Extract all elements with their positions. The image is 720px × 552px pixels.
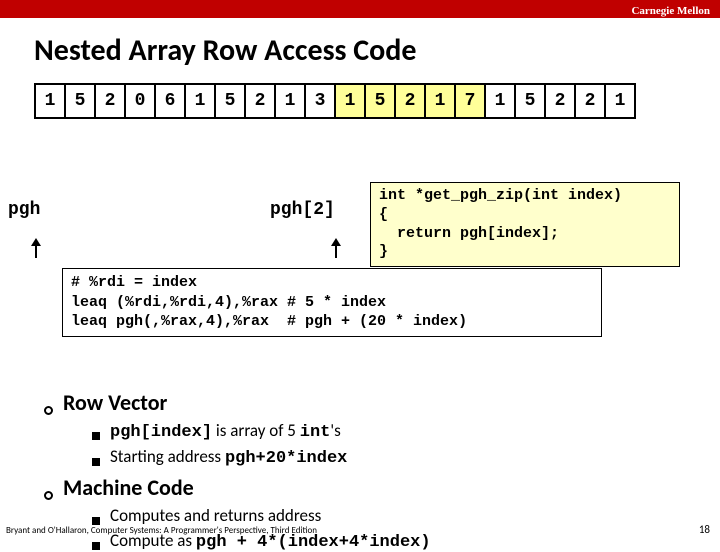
bullet-level2: Computes and returns address	[92, 505, 720, 526]
bullet-square-icon	[92, 542, 100, 550]
array-cell: 2	[546, 85, 576, 117]
bullet-l2-text: Starting address pgh+20*index	[110, 446, 347, 468]
bullet-l2-text: Computes and returns address	[110, 505, 321, 526]
slide-title: Nested Array Row Access Code	[34, 32, 720, 69]
asm-code-box: # %rdi = index leaq (%rdi,%rdi,4),%rax #…	[62, 268, 602, 337]
header-bar: Carnegie Mellon	[0, 0, 720, 18]
array-cell: 2	[96, 85, 126, 117]
bullet-l1-text: Row Vector	[63, 389, 167, 416]
array-cell: 0	[126, 85, 156, 117]
array-cell: 2	[576, 85, 606, 117]
array-cell: 5	[516, 85, 546, 117]
array-cell: 7	[456, 85, 486, 117]
array-cell: 1	[276, 85, 306, 117]
c-code-box: int *get_pgh_zip(int index) { return pgh…	[370, 182, 680, 267]
bullet-circle-icon	[44, 406, 53, 415]
array-cell: 2	[396, 85, 426, 117]
bullet-level2: pgh[index] is array of 5 int's	[92, 420, 720, 442]
array-cell: 1	[36, 85, 66, 117]
array-cell: 1	[336, 85, 366, 117]
array-cell: 3	[306, 85, 336, 117]
array-visualization: 15206152131521715221	[34, 83, 636, 119]
array-cell: 2	[246, 85, 276, 117]
footer-citation: Bryant and O'Hallaron, Computer Systems:…	[6, 525, 317, 536]
array-cell: 1	[186, 85, 216, 117]
array-cell: 1	[486, 85, 516, 117]
bullet-level1: Machine Code	[44, 474, 720, 501]
bullet-square-icon	[92, 432, 100, 440]
bullet-level2: Starting address pgh+20*index	[92, 446, 720, 468]
bullet-square-icon	[92, 458, 100, 466]
array-cell: 5	[216, 85, 246, 117]
array-cell: 6	[156, 85, 186, 117]
array-cell: 1	[606, 85, 636, 117]
bullet-level1: Row Vector	[44, 389, 720, 416]
pgh2-label: pgh[2]	[270, 200, 335, 220]
array-cell: 5	[66, 85, 96, 117]
bullet-l2-text: pgh[index] is array of 5 int's	[110, 420, 341, 442]
bullet-l1-text: Machine Code	[63, 474, 194, 501]
pgh-label: pgh	[8, 200, 40, 220]
array-cell: 5	[366, 85, 396, 117]
bullet-circle-icon	[44, 491, 53, 500]
page-number: 18	[699, 523, 710, 536]
bullet-square-icon	[92, 517, 100, 525]
brand-label: Carnegie Mellon	[631, 5, 710, 17]
array-cell: 1	[426, 85, 456, 117]
